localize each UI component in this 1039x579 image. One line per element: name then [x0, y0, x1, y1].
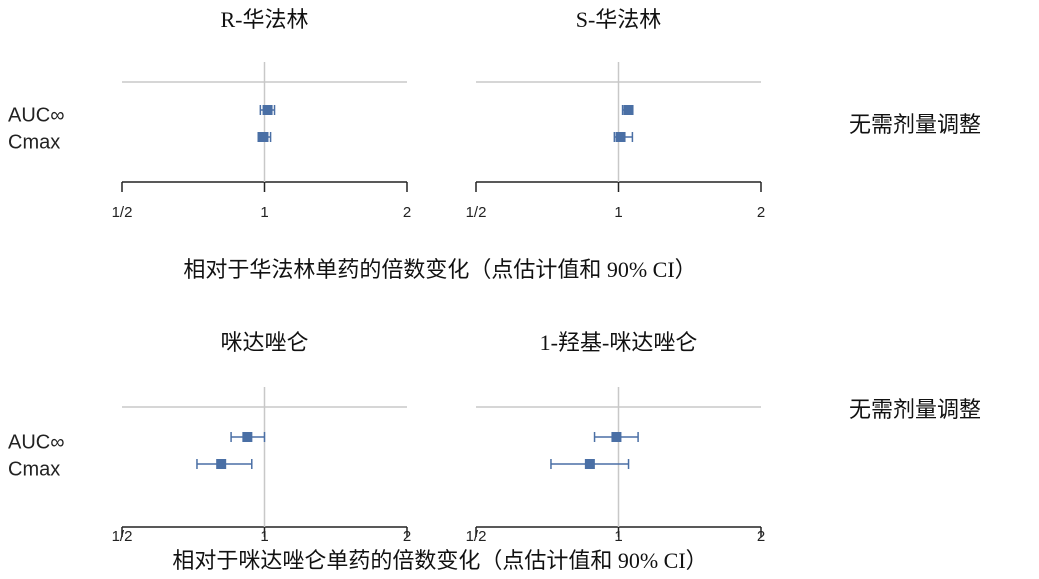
- panel-title: S-华法林: [576, 7, 662, 32]
- point-estimate: [258, 132, 269, 142]
- caption: 相对于华法林单药的倍数变化（点估计值和 90% CI）: [183, 257, 696, 282]
- note: 无需剂量调整: [849, 112, 981, 137]
- row-label: AUC∞: [8, 431, 64, 453]
- panel-title: 咪达唑仑: [220, 330, 308, 355]
- x-tick-label: 1/2: [466, 204, 487, 221]
- point-estimate: [615, 132, 626, 142]
- row-label: AUC∞: [8, 104, 64, 126]
- point-estimate: [584, 459, 595, 469]
- caption: 相对于咪达唑仑单药的倍数变化（点估计值和 90% CI）: [172, 548, 707, 573]
- x-tick-label: 2: [403, 204, 411, 221]
- x-tick-label: 2: [403, 528, 411, 545]
- panel-title: R-华法林: [220, 7, 308, 32]
- x-tick-label: 2: [757, 528, 765, 545]
- panel-title: 1-羟基-咪达唑仑: [540, 330, 698, 355]
- x-tick-label: 1: [614, 528, 622, 545]
- x-tick-label: 1: [260, 204, 268, 221]
- note: 无需剂量调整: [849, 397, 981, 422]
- x-tick-label: 1: [260, 528, 268, 545]
- x-tick-label: 1: [614, 204, 622, 221]
- row-label: Cmax: [8, 131, 60, 153]
- point-estimate: [262, 105, 273, 115]
- x-tick-label: 1/2: [112, 528, 133, 545]
- x-tick-label: 2: [757, 204, 765, 221]
- point-estimate: [216, 459, 227, 469]
- point-estimate: [611, 432, 622, 442]
- x-tick-label: 1/2: [112, 204, 133, 221]
- x-tick-label: 1/2: [466, 528, 487, 545]
- point-estimate: [242, 432, 253, 442]
- row-label: Cmax: [8, 458, 60, 480]
- point-estimate: [623, 105, 634, 115]
